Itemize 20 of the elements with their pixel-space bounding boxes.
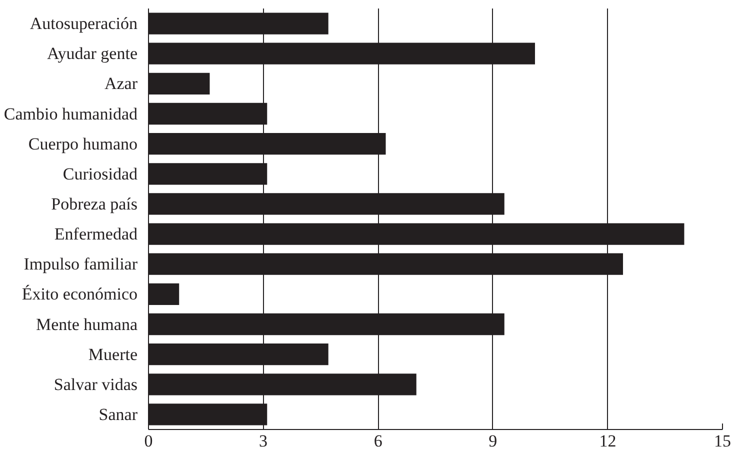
y-tick-label: Salvar vidas	[54, 374, 138, 394]
x-tick-label: 3	[259, 432, 268, 449]
y-tick-label: Curiosidad	[62, 164, 138, 184]
x-tick-label: 15	[714, 432, 731, 449]
y-tick-label: Ayudar gente	[47, 44, 138, 64]
y-tick-label: Impulso familiar	[24, 254, 138, 274]
y-tick-label: Éxito económico	[22, 284, 138, 304]
y-tick-label: Mente humana	[36, 314, 138, 334]
y-tick-label: Azar	[104, 74, 138, 94]
x-tick-label: 6	[374, 432, 382, 449]
x-tick-label: 9	[488, 432, 498, 449]
y-tick-label: Cambio humanidad	[4, 104, 138, 124]
y-tick-label: Enfermedad	[54, 224, 138, 244]
y-tick-label: Autosuperación	[30, 14, 138, 34]
y-tick-label: Sanar	[98, 404, 138, 424]
y-tick-label: Muerte	[88, 344, 138, 364]
x-tick-label: 12	[599, 432, 616, 449]
x-tick-label: 0	[144, 432, 153, 449]
y-tick-label: Cuerpo humano	[28, 134, 138, 154]
y-tick-label: Pobreza país	[51, 194, 138, 214]
